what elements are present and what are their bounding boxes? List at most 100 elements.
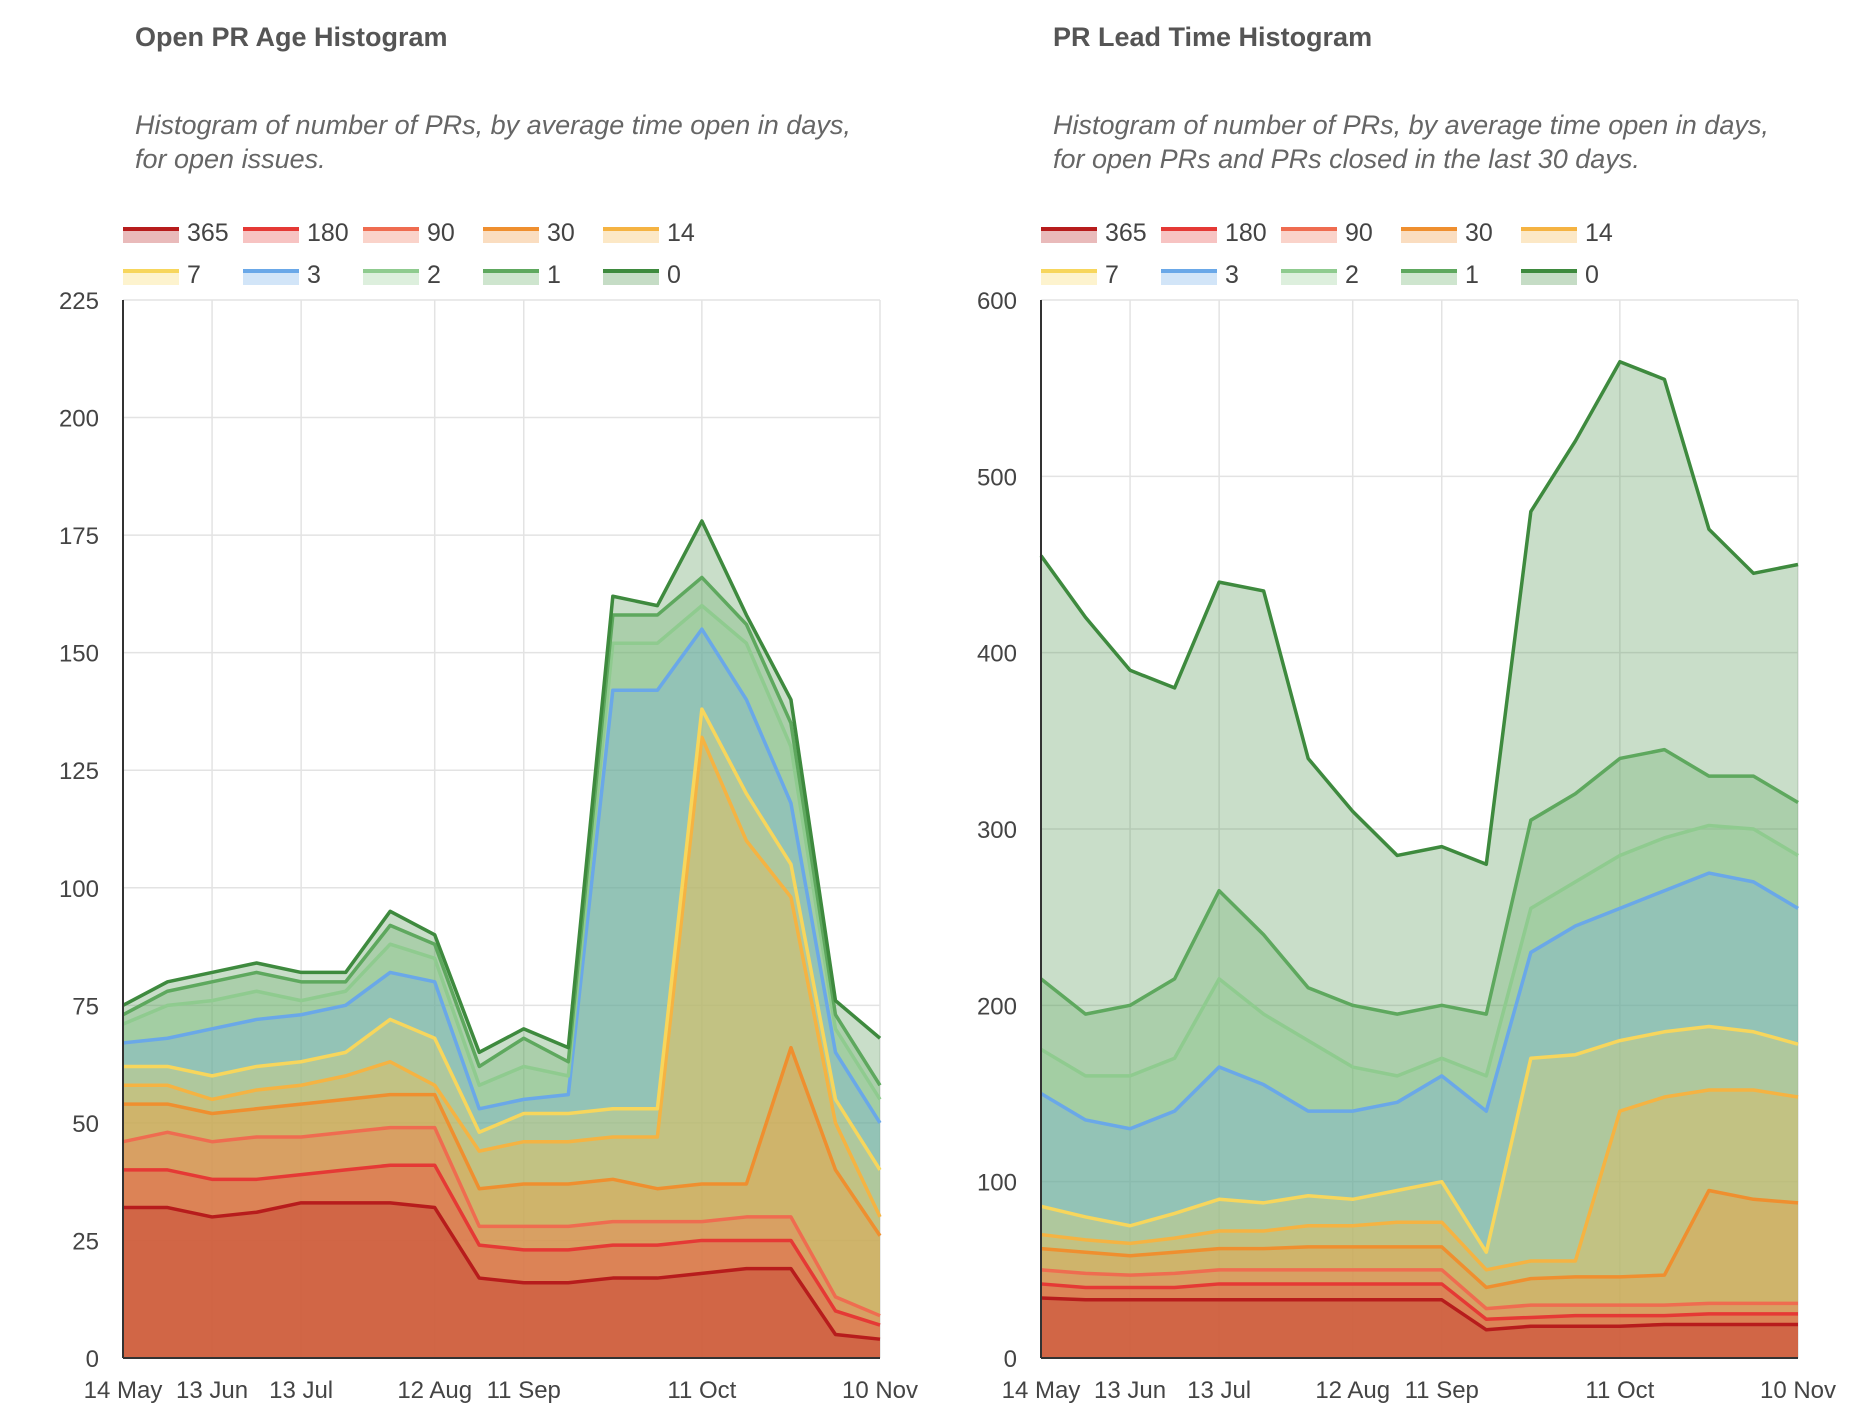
y-tick-label: 400 [977, 641, 1017, 668]
legend-label: 90 [1345, 219, 1373, 247]
y-tick-label: 500 [977, 464, 1017, 491]
chart-subtitle: Histogram of number of PRs, by average t… [135, 110, 851, 174]
open-pr-age-histogram: 0 25 50 75 100 125 150 175 200 225 14 May 13 Jun 13 … [59, 219, 918, 1404]
series-line-1 [122, 575, 882, 1087]
legend-label: 7 [1105, 261, 1119, 289]
legend-swatch [1401, 229, 1457, 243]
series-area-14 [1041, 1089, 1798, 1358]
series-area-2 [1041, 825, 1798, 1358]
legend-label: 180 [1225, 219, 1267, 247]
legend-label: 0 [1585, 261, 1599, 289]
series-line-30 [123, 1045, 882, 1237]
series-line-3 [1040, 871, 1799, 1131]
series-line-2 [122, 603, 882, 1101]
y-tick-label: 25 [72, 1228, 99, 1255]
legend-swatch [1161, 229, 1217, 243]
legend-label: 2 [427, 261, 441, 289]
legend-label: 365 [1105, 219, 1147, 247]
legend-label: 1 [547, 261, 561, 289]
legend-swatch [483, 271, 539, 285]
series-line-365 [123, 1201, 881, 1341]
x-tick-label: 13 Jun [176, 1377, 248, 1404]
legend-swatch [1281, 229, 1337, 243]
series-line-7 [1040, 1024, 1799, 1254]
legend-swatch [1521, 229, 1577, 243]
x-tick-label: 11 Oct [1585, 1377, 1654, 1404]
legend-label: 3 [307, 261, 321, 289]
series-line-7 [123, 707, 882, 1171]
y-tick-label: 0 [86, 1346, 99, 1373]
legend-label: 0 [667, 261, 681, 289]
y-tick-label: 50 [72, 1111, 99, 1138]
legend-swatch [243, 271, 299, 285]
grid [122, 299, 881, 1359]
series-area-0 [123, 521, 880, 1358]
x-tick-label: 14 May [84, 1377, 163, 1404]
legend-swatch [1401, 271, 1457, 285]
open-pr-age-chart-panel: Open PR Age Histogram Histogram of numbe… [0, 0, 920, 1428]
legend-label: 90 [427, 219, 455, 247]
series-area-90 [123, 1127, 880, 1358]
legend-label: 180 [307, 219, 349, 247]
x-tick-label: 13 Jul [1187, 1377, 1251, 1404]
y-tick-label: 100 [977, 1170, 1017, 1197]
legend-swatch [123, 271, 179, 285]
y-tick-label: 75 [72, 993, 99, 1020]
series-area-180 [123, 1165, 880, 1358]
legend-label: 14 [1585, 219, 1613, 247]
legend-swatch [1041, 229, 1097, 243]
y-tick-label: 300 [977, 817, 1017, 844]
x-tick-label: 11 Sep [1405, 1377, 1479, 1404]
series-lines [122, 519, 882, 1341]
legend-swatch [1281, 271, 1337, 285]
x-tick-label: 10 Nov [842, 1377, 918, 1404]
y-tick-label: 225 [59, 288, 99, 315]
x-tick-label: 11 Oct [667, 1377, 736, 1404]
series-line-180 [123, 1163, 881, 1327]
series-areas [1041, 361, 1798, 1358]
legend-swatch [243, 229, 299, 243]
series-line-0 [1039, 359, 1799, 867]
chart-subtitle: Histogram of number of PRs, by average t… [1053, 110, 1769, 174]
series-area-90 [1041, 1269, 1798, 1358]
y-tick-label: 150 [59, 641, 99, 668]
legend-swatch [363, 229, 419, 243]
series-area-7 [123, 709, 880, 1358]
pr-lead-time-chart-panel: PR Lead Time Histogram Histogram of numb… [918, 0, 1838, 1428]
y-tick-label: 100 [59, 876, 99, 903]
series-area-3 [1041, 873, 1798, 1358]
series-areas [123, 521, 880, 1358]
y-tick-label: 0 [1004, 1346, 1017, 1373]
legend-swatch [603, 229, 659, 243]
series-line-90 [122, 1125, 881, 1318]
x-tick-label: 12 Aug [397, 1377, 472, 1404]
legend-label: 3 [1225, 261, 1239, 289]
series-lines [1039, 359, 1799, 1332]
legend: 365 180 90 30 14 7 3 2 1 0 [1041, 219, 1613, 289]
legend-label: 365 [187, 219, 229, 247]
x-tick-label: 13 Jun [1094, 1377, 1166, 1404]
legend-swatch [483, 229, 539, 243]
series-line-2 [1040, 823, 1799, 1078]
legend-label: 7 [187, 261, 201, 289]
x-tick-label: 13 Jul [269, 1377, 333, 1404]
series-line-30 [1040, 1188, 1799, 1290]
legend: 365 180 90 30 14 7 3 2 1 0 [123, 219, 695, 289]
series-area-180 [1041, 1283, 1798, 1358]
series-area-365 [1041, 1298, 1798, 1358]
legend-swatch [603, 271, 659, 285]
series-line-14 [1040, 1088, 1799, 1272]
legend-swatch [1041, 271, 1097, 285]
x-tick-label: 11 Sep [487, 1377, 561, 1404]
y-tick-label: 175 [59, 523, 99, 550]
series-line-14 [123, 735, 882, 1218]
series-line-90 [1040, 1268, 1798, 1311]
series-line-180 [1040, 1282, 1798, 1321]
grid [1040, 299, 1799, 1359]
series-line-1 [1039, 747, 1799, 1016]
legend-label: 14 [667, 219, 695, 247]
series-area-30 [123, 1047, 880, 1358]
legend-label: 1 [1465, 261, 1479, 289]
series-line-365 [1040, 1296, 1798, 1332]
